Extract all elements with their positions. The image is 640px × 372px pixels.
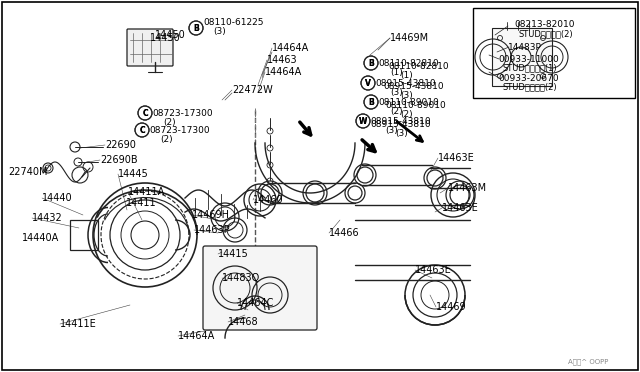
Text: (1): (1) bbox=[390, 67, 403, 77]
Text: (3): (3) bbox=[390, 87, 403, 96]
Text: 14463E: 14463E bbox=[415, 265, 452, 275]
Text: (3): (3) bbox=[400, 90, 413, 99]
Text: 14464A: 14464A bbox=[272, 43, 309, 53]
Text: 14469M: 14469M bbox=[390, 33, 429, 43]
Text: V: V bbox=[365, 78, 371, 87]
Text: STUDスタッド(2): STUDスタッド(2) bbox=[503, 83, 557, 92]
Text: A・／^ OOPP: A・／^ OOPP bbox=[568, 359, 608, 365]
Text: 14415: 14415 bbox=[218, 249, 249, 259]
Text: 14460: 14460 bbox=[253, 195, 284, 205]
Text: 14464C: 14464C bbox=[237, 298, 275, 308]
Text: V: V bbox=[365, 78, 371, 87]
Text: 22690: 22690 bbox=[105, 140, 136, 150]
Text: 14463E: 14463E bbox=[442, 203, 479, 213]
Text: (2): (2) bbox=[163, 118, 175, 126]
Text: 14445: 14445 bbox=[118, 169, 148, 179]
Text: 08723-17300: 08723-17300 bbox=[149, 125, 210, 135]
Bar bbox=[492, 28, 552, 86]
Text: 14469: 14469 bbox=[436, 302, 467, 312]
Text: 08915-43810: 08915-43810 bbox=[370, 119, 431, 128]
Text: C: C bbox=[139, 125, 145, 135]
Text: B: B bbox=[368, 97, 374, 106]
Text: 00933-11000: 00933-11000 bbox=[498, 55, 559, 64]
Text: 08915-43810: 08915-43810 bbox=[375, 78, 436, 87]
Text: 08110-61225: 08110-61225 bbox=[203, 17, 264, 26]
Text: (2): (2) bbox=[390, 106, 403, 115]
Text: 00933-20670: 00933-20670 bbox=[498, 74, 559, 83]
Text: 14440A: 14440A bbox=[22, 233, 60, 243]
Text: W: W bbox=[359, 116, 367, 125]
Text: 08110-82810: 08110-82810 bbox=[388, 61, 449, 71]
Text: 14432: 14432 bbox=[32, 213, 63, 223]
Text: 22740M: 22740M bbox=[8, 167, 47, 177]
FancyBboxPatch shape bbox=[127, 29, 173, 66]
Text: B: B bbox=[193, 23, 199, 32]
Text: 14483P: 14483P bbox=[508, 42, 542, 51]
Text: B: B bbox=[193, 23, 199, 32]
Text: C: C bbox=[139, 125, 145, 135]
Text: 14463E: 14463E bbox=[438, 153, 475, 163]
Text: 22690B: 22690B bbox=[100, 155, 138, 165]
Text: (3): (3) bbox=[213, 26, 226, 35]
Text: 14468: 14468 bbox=[228, 317, 259, 327]
Text: 14463P: 14463P bbox=[194, 225, 230, 235]
Text: C: C bbox=[142, 109, 148, 118]
Text: B: B bbox=[368, 97, 374, 106]
Text: 14450: 14450 bbox=[155, 30, 186, 40]
Text: (2): (2) bbox=[400, 109, 413, 119]
Text: STUDスタッド(2): STUDスタッド(2) bbox=[519, 29, 573, 38]
Text: (1): (1) bbox=[400, 71, 413, 80]
Text: STUDスタッド(1): STUDスタッド(1) bbox=[503, 64, 557, 73]
Text: W: W bbox=[359, 116, 367, 125]
Text: 08110-89010: 08110-89010 bbox=[378, 97, 439, 106]
Text: 08723-17300: 08723-17300 bbox=[152, 109, 212, 118]
Text: (3): (3) bbox=[395, 128, 408, 138]
Text: 08110-89010: 08110-89010 bbox=[385, 100, 445, 109]
Text: 14450: 14450 bbox=[150, 33, 180, 43]
Text: 14463: 14463 bbox=[267, 55, 298, 65]
Text: 22472W: 22472W bbox=[232, 85, 273, 95]
Text: 08915-43810: 08915-43810 bbox=[383, 81, 444, 90]
Text: 08915-43810: 08915-43810 bbox=[370, 116, 431, 125]
Bar bbox=[473, 8, 635, 98]
Text: 14464A: 14464A bbox=[178, 331, 215, 341]
Text: 14466: 14466 bbox=[329, 228, 360, 238]
Text: B: B bbox=[368, 58, 374, 67]
FancyBboxPatch shape bbox=[203, 246, 317, 330]
Text: 08110-82810: 08110-82810 bbox=[378, 58, 438, 67]
Text: 14411A: 14411A bbox=[128, 187, 165, 197]
Text: (3): (3) bbox=[385, 125, 397, 135]
Text: 14469H: 14469H bbox=[192, 210, 230, 220]
Text: 14463M: 14463M bbox=[448, 183, 487, 193]
Text: C: C bbox=[142, 109, 148, 118]
Text: 14483Q: 14483Q bbox=[222, 273, 260, 283]
Text: 08213-82010: 08213-82010 bbox=[514, 19, 575, 29]
Text: 14411: 14411 bbox=[126, 198, 157, 208]
Text: 14464A: 14464A bbox=[265, 67, 302, 77]
Bar bbox=[70, 220, 98, 250]
Text: 14411E: 14411E bbox=[60, 319, 97, 329]
Text: (2): (2) bbox=[160, 135, 173, 144]
Text: B: B bbox=[368, 58, 374, 67]
Text: 14440: 14440 bbox=[42, 193, 72, 203]
